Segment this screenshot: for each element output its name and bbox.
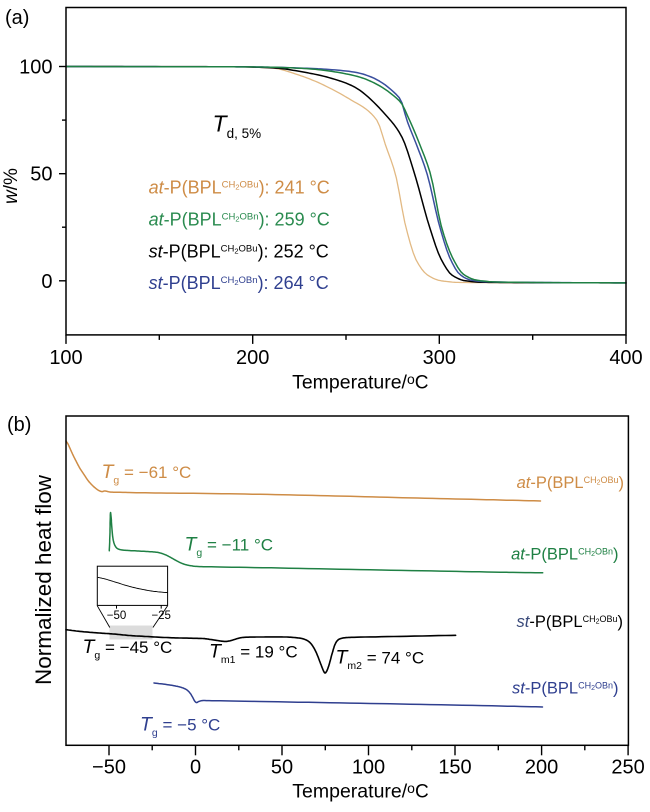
svg-text:st-P(BPLCH2OBu): 252 °C: st-P(BPLCH2OBu): 252 °C xyxy=(149,242,329,262)
svg-text:Normalized heat flow: Normalized heat flow xyxy=(31,474,56,685)
svg-text:200: 200 xyxy=(236,347,269,369)
svg-text:Temperature/oC: Temperature/oC xyxy=(292,780,428,803)
svg-text:at-P(BPLCH2OBu): 241 °C: at-P(BPLCH2OBu): 241 °C xyxy=(149,178,330,198)
svg-text:100: 100 xyxy=(352,757,385,779)
svg-text:at-P(BPLCH2OBn): 259 °C: at-P(BPLCH2OBn): 259 °C xyxy=(149,209,330,229)
svg-text:100: 100 xyxy=(49,347,82,369)
svg-text:300: 300 xyxy=(423,347,456,369)
svg-text:−50: −50 xyxy=(107,610,127,622)
svg-text:100: 100 xyxy=(19,57,52,79)
svg-text:50: 50 xyxy=(271,757,293,779)
svg-text:Temperature/oC: Temperature/oC xyxy=(292,371,428,394)
svg-text:200: 200 xyxy=(525,757,558,779)
svg-text:400: 400 xyxy=(609,347,642,369)
svg-text:(b): (b) xyxy=(7,414,31,436)
svg-text:150: 150 xyxy=(438,757,471,779)
svg-text:−50: −50 xyxy=(92,757,126,779)
svg-text:250: 250 xyxy=(611,757,644,779)
svg-text:w/%: w/% xyxy=(1,168,22,204)
svg-text:0: 0 xyxy=(41,271,52,293)
svg-text:st-P(BPLCH2OBn): 264 °C: st-P(BPLCH2OBn): 264 °C xyxy=(149,273,329,293)
svg-text:(a): (a) xyxy=(5,7,29,29)
svg-text:50: 50 xyxy=(30,164,52,186)
svg-text:0: 0 xyxy=(190,757,201,779)
